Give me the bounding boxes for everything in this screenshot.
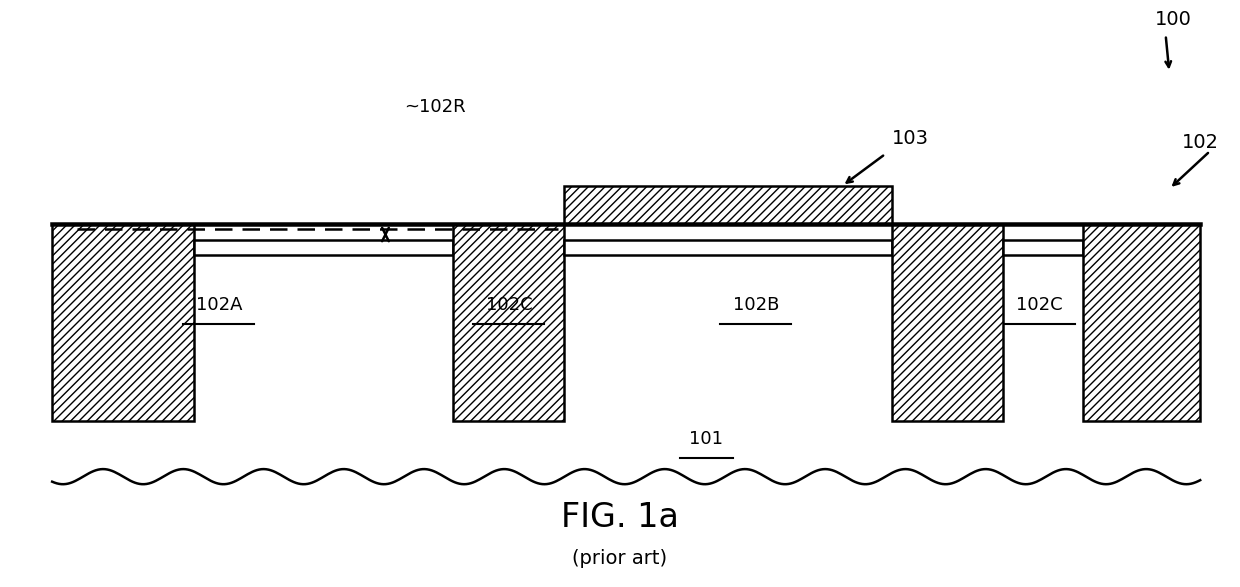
Text: 102C: 102C (1017, 296, 1063, 314)
Bar (52, 224, 195, 421)
Text: (prior art): (prior art) (573, 549, 667, 568)
Text: ~102R: ~102R (404, 99, 465, 116)
Text: 102B: 102B (733, 296, 779, 314)
Bar (564, 240, 892, 255)
Bar (1003, 240, 1083, 255)
Bar (1083, 224, 1200, 421)
Bar (454, 224, 564, 421)
Text: 101: 101 (689, 430, 723, 448)
Text: 102A: 102A (196, 296, 242, 314)
Bar (892, 224, 1003, 421)
Text: 103: 103 (892, 129, 929, 148)
Bar (564, 186, 892, 224)
Text: 102C: 102C (486, 296, 532, 314)
Text: FIG. 1a: FIG. 1a (560, 501, 680, 534)
Bar (195, 240, 454, 255)
Text: 100: 100 (1154, 10, 1192, 29)
Text: 102: 102 (1182, 133, 1219, 152)
